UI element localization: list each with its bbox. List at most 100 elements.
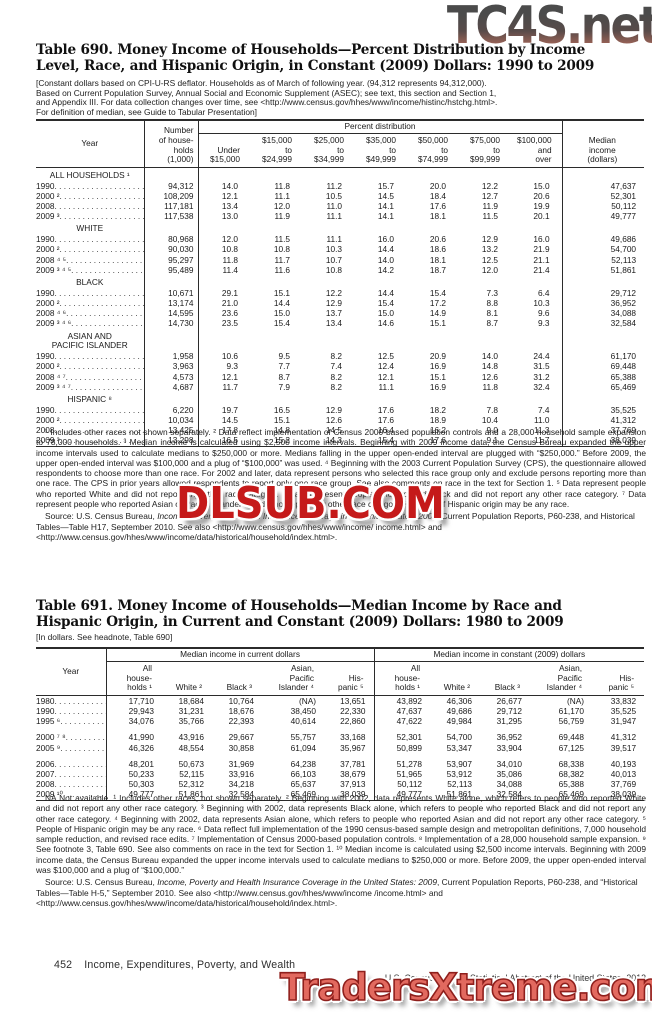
value-cell: 14.0: [481, 351, 498, 362]
table-row: 2009 ³ ⁴ ⁶ 14,730 23.5 15.4 13.4 14.6 15.1 8.7 9…: [36, 318, 645, 329]
value-cell: 14.6: [377, 318, 394, 329]
source-publication: Income, Poverty and Health Insurance Cov…: [157, 877, 437, 888]
value-cell: 47,637: [561, 180, 645, 191]
row-label-text: 2000 ²: [36, 361, 60, 372]
value-cell: 16.5: [221, 435, 238, 446]
table-row: 2009 ³ 13,298 16.5 15.2 14.3 15.4 17.6 9.1 11.7 3…: [36, 435, 645, 447]
page-footer-left: 452 Income, Expenditures, Poverty, and We…: [54, 959, 652, 971]
value-cell: 38,450: [290, 705, 316, 716]
value-cell: 10.8: [221, 244, 238, 255]
value-cell: 80,968: [144, 234, 199, 245]
row-label-text: 2009 ³: [36, 211, 60, 222]
value-cell: 50,899: [396, 742, 423, 753]
table-row: 2009 ³ ⁴ ⁷ 4,687 11.7 7.9 8.2 11.1 16.9 11.8 32.…: [36, 381, 645, 393]
value-cell: 15.1: [429, 318, 446, 329]
value-cell: 32.4: [533, 381, 550, 392]
source-prefix: Source: U.S. Census Bureau,: [45, 511, 158, 522]
row-label-cell: 2009 ³: [36, 435, 145, 447]
value-cell: 7.7: [278, 361, 290, 372]
value-cell: 13,174: [144, 298, 199, 309]
value-cell: 56,759: [558, 716, 585, 727]
value-cell: 13.0: [221, 211, 238, 222]
value-cell: 11.5: [482, 211, 498, 222]
empty-cell: [510, 221, 562, 234]
empty-cell: [302, 167, 354, 180]
value-cell: 16.0: [533, 234, 550, 245]
col-header-con-white: White ²: [430, 661, 481, 696]
value-cell: 8.7: [486, 318, 498, 329]
empty-cell: [458, 329, 510, 352]
value-cell: 19.7: [221, 404, 238, 415]
row-label: 1990: [36, 405, 144, 415]
header-row-2: All house- holds ¹ White ² Black ³ Asian…: [36, 661, 645, 696]
value-cell: 61,170: [561, 351, 645, 362]
value-cell: 6,220: [144, 404, 199, 416]
value-cell: 36,952: [561, 298, 645, 309]
section-title: Income, Expenditures, Poverty, and Wealt…: [84, 959, 296, 971]
value-cell: 16.5: [273, 404, 290, 415]
section-row: WHITE: [36, 221, 645, 235]
row-label-cell: 2008: [36, 200, 145, 212]
value-cell: 10.3: [533, 298, 550, 308]
value-cell: 117,181: [144, 200, 199, 212]
value-cell: 47,622: [396, 716, 423, 727]
dot-leader: [54, 779, 105, 789]
value-cell: 52,301: [396, 732, 423, 743]
value-cell: 10.6: [221, 351, 238, 362]
value-cell: 50,233: [128, 769, 154, 779]
row-label-text: 1990: [36, 351, 55, 362]
value-cell: 52,301: [561, 190, 645, 201]
row-label: 2009 ³ ⁴ ⁶: [36, 318, 144, 328]
row-label-cell: 2007: [36, 769, 107, 780]
value-cell: 21.0: [221, 298, 238, 308]
value-cell: 9.5: [278, 351, 290, 362]
row-label-text: 2009 ³ ⁴ ⁷: [36, 381, 71, 392]
value-cell: 23.5: [221, 318, 238, 329]
table-691-title-line1: Table 691. Money Income of Households—Me…: [36, 598, 562, 614]
row-label-text: 2008 ⁴ ⁶: [36, 308, 67, 319]
value-cell: 31,969: [228, 758, 254, 769]
col-header-cur-all-households: All house- holds ¹: [106, 661, 162, 696]
value-cell: 1,958: [144, 351, 199, 362]
row-label: 2008: [36, 201, 144, 211]
table-row: 2008 ⁴ ⁶ 14,595 23.6 15.0 13.7 15.0 14.9 8.1 9.6…: [36, 308, 645, 319]
table-row: 1990 1,958 10.6 9.5 8.2 12.5 20.9 14.0 24.4 61,17…: [36, 351, 645, 362]
table-690-title-line1: Table 690. Money Income of Households—Pe…: [36, 42, 586, 58]
col-header-year: Year: [36, 648, 107, 696]
row-label-cell: 1990: [36, 404, 145, 416]
dot-leader: [71, 382, 144, 392]
section-label: ALL HOUSEHOLDS ¹: [36, 167, 145, 181]
value-cell: 29,667: [228, 732, 254, 743]
section-label: HISPANIC ⁸: [36, 392, 145, 405]
table-690: Year Number of house- holds (1,000) Perc…: [36, 119, 645, 447]
value-cell: 37,781: [324, 758, 375, 769]
value-cell: 11.7: [534, 435, 550, 446]
section-row: ALL HOUSEHOLDS ¹: [36, 167, 645, 181]
value-cell: 18.1: [429, 254, 446, 265]
value-cell: 34,076: [128, 716, 154, 727]
value-cell: 50,112: [397, 779, 423, 790]
value-cell: 14.1: [377, 211, 394, 222]
section-label: ASIAN AND PACIFIC ISLANDER: [36, 328, 145, 352]
value-cell: 29,712: [496, 705, 523, 716]
empty-cell: [561, 275, 645, 288]
value-cell: 65,637: [290, 779, 316, 790]
table-690-body: ALL HOUSEHOLDS ¹199094,31214.011.811.215…: [36, 167, 645, 447]
value-cell: 16.9: [429, 361, 446, 372]
empty-cell: [561, 328, 645, 352]
row-label: 2007: [36, 769, 106, 779]
value-cell: 40,013: [610, 769, 637, 779]
value-cell: 16.2: [429, 425, 446, 436]
value-cell: 50,673: [178, 758, 204, 769]
value-cell: 17.6: [377, 404, 394, 415]
value-cell: 10.5: [325, 190, 342, 201]
col-header-75000-99999: $75,000 to $99,999: [458, 133, 510, 168]
col-header-cur-asian-pacific: Asian, Pacific Islander ⁴: [262, 661, 324, 696]
table-691: Year Median income in current dollars Me…: [36, 647, 645, 801]
value-cell: 38,039: [561, 435, 645, 447]
table-row: 2008 13,425 17.8 14.8 14.5 16.4 16.2 9.0 11.3 37,…: [36, 425, 645, 436]
row-label: 2008 ⁴ ⁵: [36, 255, 144, 265]
row-label-text: 2009 ³ ⁴ ⁵: [36, 264, 72, 275]
table-row: 2000 ² 13,174 21.0 14.4 12.9 15.4 17.2 8.8 10.3 3…: [36, 298, 645, 309]
value-cell: 18.6: [429, 244, 446, 255]
